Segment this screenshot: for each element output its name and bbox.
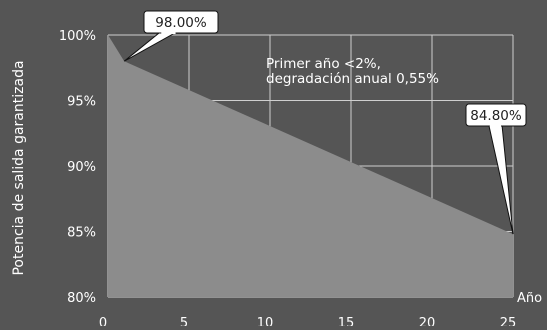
callout-join	[161, 30, 176, 34]
callout-box	[143, 10, 219, 34]
y-tick-label: 95%	[67, 95, 96, 110]
y-tick-label: 90%	[67, 160, 96, 175]
area-series	[108, 35, 513, 297]
x-tick-label: 0	[99, 316, 107, 326]
note-line-2: degradación anual 0,55%	[266, 71, 439, 87]
y-axis-label: Potencia de salida garantizada	[11, 60, 27, 275]
x-tick-label: 25	[500, 316, 517, 326]
x-tick-label: 15	[338, 316, 355, 326]
callout-pointer	[488, 124, 514, 235]
callout-join	[489, 123, 501, 127]
y-tick-label: 100%	[59, 29, 96, 44]
y-tick-label: 80%	[67, 291, 96, 306]
x-tick-label: 10	[257, 316, 274, 326]
callout-pointer	[123, 31, 179, 62]
callouts: 98.00% 84.80%	[123, 10, 527, 235]
y-tick-label: 85%	[67, 226, 96, 241]
note: Primer año <2%, degradación anual 0,55%	[266, 56, 439, 87]
x-tick-label: 5	[180, 316, 188, 326]
note-line-1: Primer año <2%,	[266, 56, 381, 72]
axis-labels: Potencia de salida garantizada Año	[11, 60, 542, 306]
area-layer	[108, 35, 513, 297]
callout-label: 84.80%	[470, 108, 522, 124]
x-tick-label: 20	[419, 316, 436, 326]
callout-label: 98.00%	[155, 15, 207, 31]
x-axis-label: Año	[517, 291, 542, 306]
